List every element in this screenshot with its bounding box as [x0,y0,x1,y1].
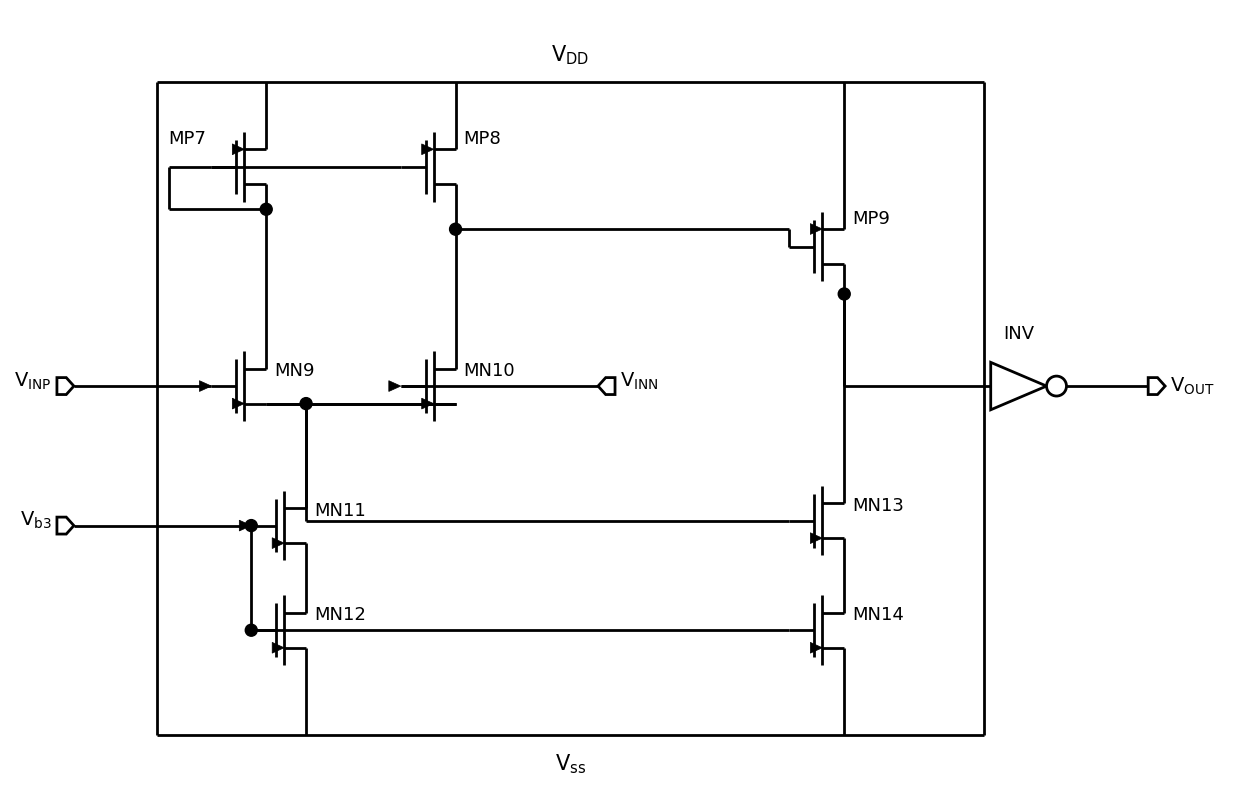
Circle shape [838,288,851,300]
Text: MP7: MP7 [169,130,206,148]
Polygon shape [200,380,211,392]
Text: MN14: MN14 [852,607,904,624]
Text: $\rm V_{DD}$: $\rm V_{DD}$ [551,44,589,67]
Polygon shape [57,517,74,534]
Text: MN9: MN9 [274,363,315,380]
Text: MN10: MN10 [464,363,515,380]
Circle shape [1047,376,1066,396]
Polygon shape [1148,378,1166,394]
Polygon shape [422,398,434,409]
Polygon shape [991,363,1047,410]
Polygon shape [422,144,434,155]
Polygon shape [232,144,244,155]
Polygon shape [239,520,252,531]
Text: MP9: MP9 [852,209,890,228]
Polygon shape [811,533,822,543]
Text: $\rm V_{INP}$: $\rm V_{INP}$ [15,371,52,392]
Polygon shape [273,642,284,653]
Polygon shape [598,378,615,394]
Circle shape [246,520,257,531]
Polygon shape [232,398,244,409]
Circle shape [300,397,312,410]
Text: $\rm V_{b3}$: $\rm V_{b3}$ [20,510,52,531]
Circle shape [260,204,273,215]
Polygon shape [273,538,284,548]
Text: $\rm V_{OUT}$: $\rm V_{OUT}$ [1171,375,1214,397]
Polygon shape [57,378,74,394]
Text: $\rm V_{ss}$: $\rm V_{ss}$ [554,753,585,776]
Polygon shape [389,380,401,392]
Polygon shape [811,642,822,653]
Circle shape [246,624,257,636]
Text: MN11: MN11 [314,502,366,520]
Text: $\rm V_{INN}$: $\rm V_{INN}$ [620,371,658,392]
Text: MP8: MP8 [464,130,501,148]
Polygon shape [811,224,822,234]
Text: MN13: MN13 [852,496,904,515]
Text: INV: INV [1003,325,1034,343]
Circle shape [450,223,461,235]
Text: MN12: MN12 [314,607,366,624]
